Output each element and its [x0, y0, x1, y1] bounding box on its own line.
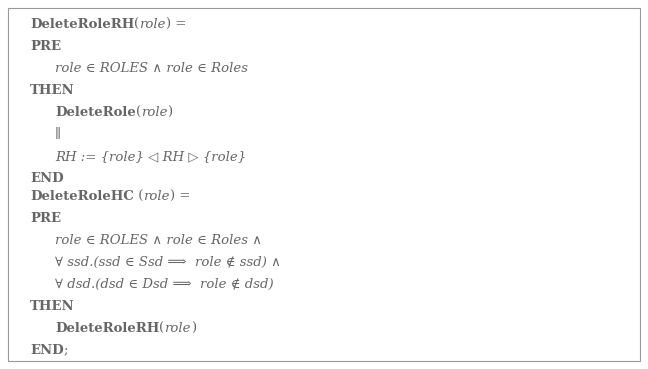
Text: ) =: ) =	[166, 18, 187, 31]
Text: role: role	[141, 106, 167, 119]
Text: END: END	[30, 172, 64, 185]
Text: (: (	[135, 106, 141, 119]
Text: ∀ dsd.(dsd ∈ Dsd ⟹  role ∉ dsd): ∀ dsd.(dsd ∈ Dsd ⟹ role ∉ dsd)	[55, 278, 273, 291]
Text: (: (	[134, 18, 139, 31]
Text: (: (	[159, 322, 165, 335]
Text: PRE: PRE	[30, 40, 61, 53]
Text: ): )	[167, 106, 172, 119]
Text: (: (	[134, 190, 143, 203]
Text: THEN: THEN	[30, 84, 75, 97]
Text: role ∈ ROLES ∧ role ∈ Roles: role ∈ ROLES ∧ role ∈ Roles	[55, 62, 248, 75]
Text: DeleteRoleRH: DeleteRoleRH	[30, 18, 134, 31]
Text: PRE: PRE	[30, 212, 61, 225]
Text: role: role	[143, 190, 170, 203]
Text: DeleteRoleHC: DeleteRoleHC	[30, 190, 134, 203]
Text: DeleteRole: DeleteRole	[55, 106, 135, 119]
Text: ;: ;	[64, 344, 68, 357]
Text: ) =: ) =	[170, 190, 190, 203]
Text: role: role	[139, 18, 166, 31]
Text: END: END	[30, 344, 64, 357]
Text: ): )	[191, 322, 196, 335]
Text: DeleteRoleRH: DeleteRoleRH	[55, 322, 159, 335]
Text: ∀ ssd.(ssd ∈ Ssd ⟹  role ∉ ssd) ∧: ∀ ssd.(ssd ∈ Ssd ⟹ role ∉ ssd) ∧	[55, 256, 281, 269]
Text: role: role	[165, 322, 191, 335]
Text: RH := {role} ◁ RH ▷ {role}: RH := {role} ◁ RH ▷ {role}	[55, 150, 246, 163]
Text: THEN: THEN	[30, 300, 75, 313]
Text: role ∈ ROLES ∧ role ∈ Roles ∧: role ∈ ROLES ∧ role ∈ Roles ∧	[55, 234, 262, 247]
Text: ∥: ∥	[55, 128, 61, 141]
